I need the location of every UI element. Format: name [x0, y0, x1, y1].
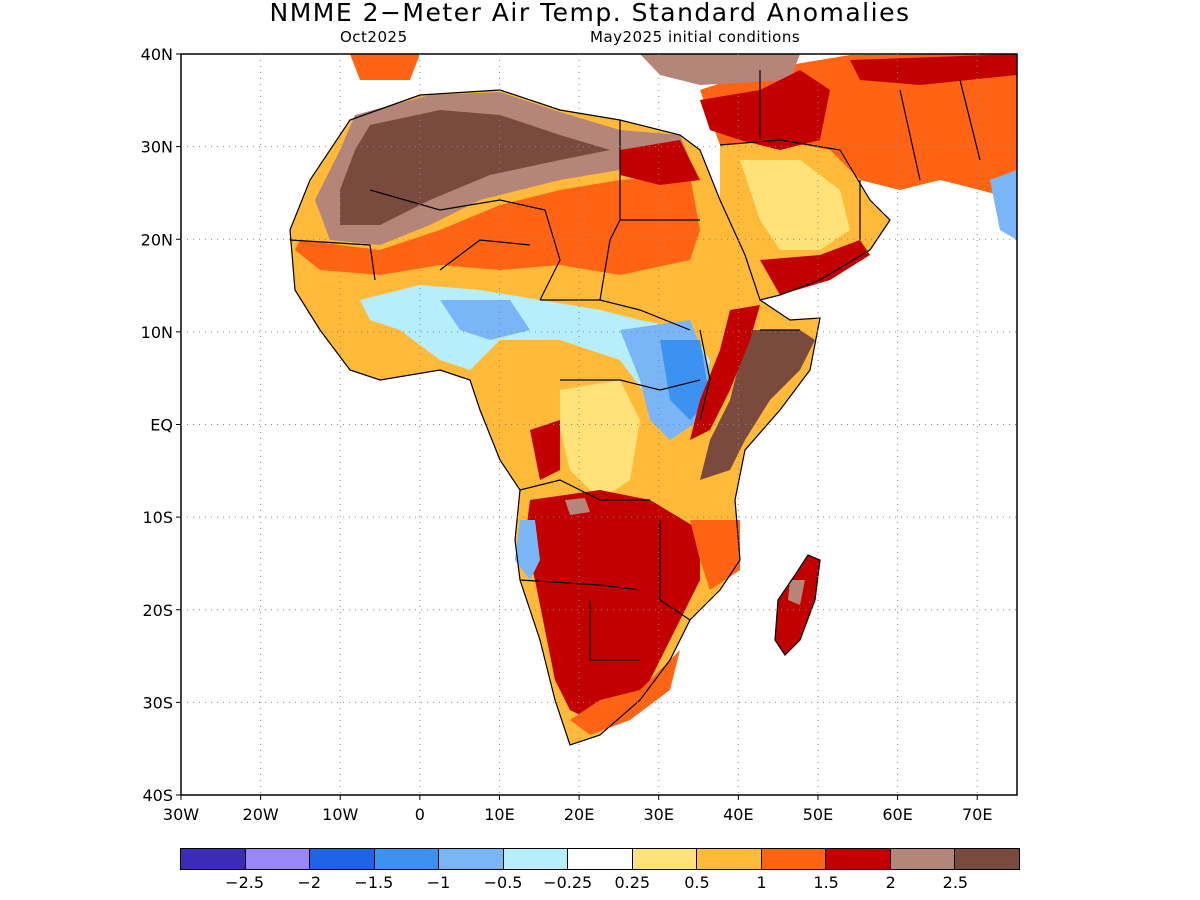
west-africa-cool-anomaly [360, 285, 710, 420]
horn-anomaly [700, 330, 815, 480]
iran-hot-anomaly [700, 70, 830, 150]
legend-label: −1.5 [354, 873, 394, 892]
legend-label: 1.5 [813, 873, 839, 892]
legend-swatch [374, 849, 440, 869]
legend-label: −0.5 [483, 873, 523, 892]
lon-tick-label: 0 [415, 805, 425, 824]
lat-tick-label: 40S [142, 786, 173, 805]
sahara-core-anomaly [340, 110, 610, 225]
chart-title: NMME 2−Meter Air Temp. Standard Anomalie… [269, 0, 911, 27]
sahel-anomaly [295, 175, 700, 275]
lat-tick-label: 10N [141, 323, 173, 342]
lat-tick-label: 20S [142, 601, 173, 620]
legend-swatch [439, 849, 504, 869]
lat-tick-label: EQ [150, 416, 173, 435]
arabia-warm-anomaly [740, 160, 850, 250]
arabia-coast-anomaly [760, 240, 870, 295]
lon-tick-label: 30E [643, 805, 673, 824]
europe-landmass [350, 54, 420, 80]
lon-tick-label: 10W [322, 805, 358, 824]
legend-label: 2.5 [942, 873, 969, 892]
lat-tick-label: 20N [141, 230, 173, 249]
red-sea-red-anomaly [620, 140, 700, 185]
congo-warm-anomaly [560, 380, 640, 500]
southern-africa-orange-rim [570, 650, 680, 735]
arabian-sea-cool-anomaly [990, 170, 1017, 240]
latitude-labels: 40N 30N 20N 10N EQ 10S 20S 30S 40S [141, 45, 181, 805]
lat-tick-label: 30N [141, 138, 173, 157]
lon-tick-label: 40E [723, 805, 753, 824]
lat-tick-label: 40N [141, 45, 173, 64]
legend-label: 0.25 [614, 873, 651, 892]
madagascar-anomaly [775, 555, 820, 655]
lon-tick-label: 60E [882, 805, 912, 824]
legend-swatch [697, 849, 762, 869]
initial-conditions-label: May2025 initial conditions [590, 28, 801, 46]
uganda-cool-anomaly [660, 340, 710, 420]
mozambique-anomaly [690, 520, 740, 590]
lon-tick-label: 50E [803, 805, 833, 824]
lat-tick-label: 30S [142, 693, 173, 712]
color-legend [180, 848, 1020, 870]
lon-tick-label: 10E [484, 805, 514, 824]
country-borders [289, 70, 981, 746]
legend-swatch [632, 849, 698, 869]
legend-label: −2.5 [225, 873, 265, 892]
legend-swatch [568, 849, 633, 869]
lon-tick-label: 70E [962, 805, 992, 824]
madagascar-core-anomaly [788, 580, 805, 605]
legend-label: 0.5 [684, 873, 710, 892]
turkey-landmass [640, 54, 800, 85]
lon-tick-label: 30W [163, 805, 199, 824]
legend-swatch [826, 849, 891, 869]
legend-label: −2 [297, 873, 322, 892]
target-month-label: Oct2025 [340, 28, 408, 46]
legend-swatch [181, 849, 246, 869]
legend-swatch [761, 849, 827, 869]
lat-tick-label: 10S [142, 508, 173, 527]
iraq-hot-anomaly [850, 54, 1017, 85]
legend-swatch [503, 849, 569, 869]
zambia-brown-anomaly [565, 498, 590, 515]
lon-tick-label: 20W [243, 805, 279, 824]
legend-swatch [245, 849, 311, 869]
legend-label: 1 [756, 873, 767, 892]
legend-swatch [890, 849, 956, 869]
legend-swatch [955, 849, 1019, 869]
longitude-labels: 30W 20W 10W 0 10E 20E 30E 40E 50E 60E 70E [163, 795, 992, 824]
map-field [289, 54, 1017, 746]
gabon-red-anomaly [530, 420, 560, 480]
ghana-cool-anomaly [440, 300, 530, 340]
graticule [181, 54, 1017, 795]
southern-africa-anomaly [525, 490, 700, 725]
legend-label: −0.25 [543, 873, 593, 892]
legend-label: 2 [885, 873, 896, 892]
legend-label: −1 [426, 873, 451, 892]
ethiopia-rim-anomaly [690, 305, 760, 440]
legend-swatch [310, 849, 375, 869]
angola-coast-cool-anomaly [515, 520, 540, 580]
lon-tick-label: 20E [564, 805, 594, 824]
